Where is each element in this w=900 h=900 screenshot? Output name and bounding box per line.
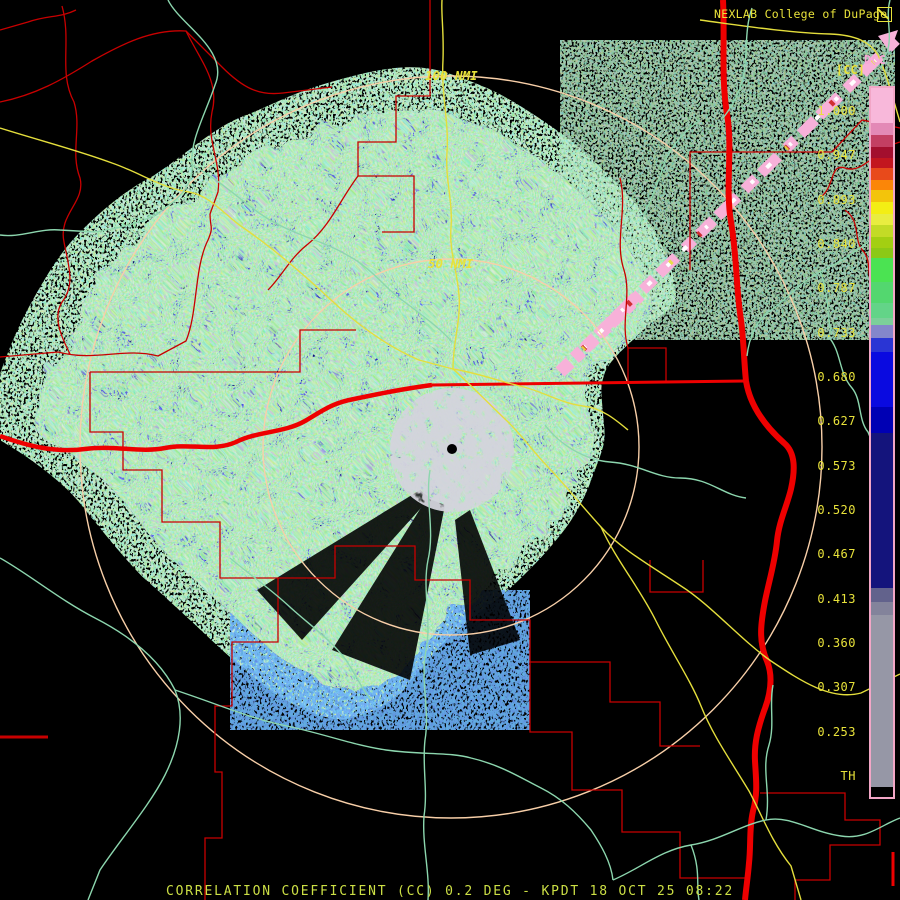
colorbar-tick-label: 1.000 — [817, 104, 856, 118]
colorbar-segment — [871, 433, 893, 588]
colorbar-segment — [871, 352, 893, 407]
colorbar-segment — [871, 88, 893, 123]
ring-50nmi — [262, 258, 640, 636]
ring-100nmi — [79, 75, 823, 819]
colorbar-segment — [871, 338, 893, 352]
colorbar-segment — [871, 615, 893, 787]
colorbar-segment — [871, 303, 893, 318]
spike-tip — [878, 30, 898, 52]
colorbar-segment — [871, 237, 893, 248]
snake-river-border — [720, 0, 797, 900]
colorbar-segment — [871, 602, 893, 615]
station-title: NEXLAB College of DuPage — [714, 7, 888, 21]
colorbar-tick-label: 0.467 — [817, 547, 856, 562]
colorbar-tick-label: TH — [840, 768, 856, 783]
colorbar-segment — [871, 168, 893, 180]
colorbar-tick-label: 0.520 — [817, 502, 856, 517]
colorbar-tick-label: 0.733 — [817, 325, 856, 340]
colorbar-tick-label: 0.893 — [817, 192, 856, 207]
colorbar-tick-label: 0.947 — [817, 148, 856, 163]
ring-100nmi-label: 100 NMI — [425, 68, 478, 83]
colorbar-tick-label: 0.573 — [817, 458, 856, 473]
colorbar-segment — [871, 325, 893, 338]
colorbar-tick-label: 0.680 — [817, 369, 856, 384]
radar-center-dot — [447, 444, 457, 454]
colorbar-segment — [871, 588, 893, 602]
colorbar-tick-label: 0.840 — [817, 236, 856, 251]
colorbar-segment — [871, 225, 893, 237]
colorbar-segment — [871, 214, 893, 225]
ring-50nmi-label: 50 NMI — [428, 256, 474, 271]
colorbar-segment — [871, 787, 893, 797]
colorbar-tick-label: 0.253 — [817, 724, 856, 739]
columbia-river-border — [0, 382, 433, 453]
colorbar-segment — [871, 135, 893, 147]
colorbar-segment — [871, 158, 893, 168]
beam-blockage-wedges — [257, 490, 520, 680]
state-border-lines — [0, 0, 797, 900]
colorbar-tick-label: 0.627 — [817, 414, 856, 429]
colorbar-segment — [871, 190, 893, 202]
colorbar-tick-label: 0.307 — [817, 680, 856, 695]
colorbar-tick-label: 0.360 — [817, 635, 856, 650]
colorbar-tick-label: 0.787 — [817, 281, 856, 296]
colorbar-segment — [871, 282, 893, 303]
colorbar-segment — [871, 248, 893, 258]
colorbar-segment — [871, 407, 893, 433]
colorbar-segment — [871, 258, 893, 282]
colorbar-segment — [871, 147, 893, 158]
colorbar-segment — [871, 180, 893, 190]
colorbar-segment — [871, 123, 893, 135]
product-tag: [CC] — [836, 63, 865, 77]
colorbar-segment — [871, 202, 893, 214]
colorbar-segment — [871, 318, 893, 325]
colorbar — [869, 86, 895, 799]
product-code: DCC — [864, 53, 886, 67]
state-line-straight — [431, 379, 746, 387]
colorbar-tick-label: 0.413 — [817, 591, 856, 606]
status-bar: CORRELATION COEFFICIENT (CC) 0.2 DEG - K… — [166, 884, 734, 899]
range-rings — [79, 75, 823, 819]
cod-flag-logo-icon — [877, 7, 892, 22]
